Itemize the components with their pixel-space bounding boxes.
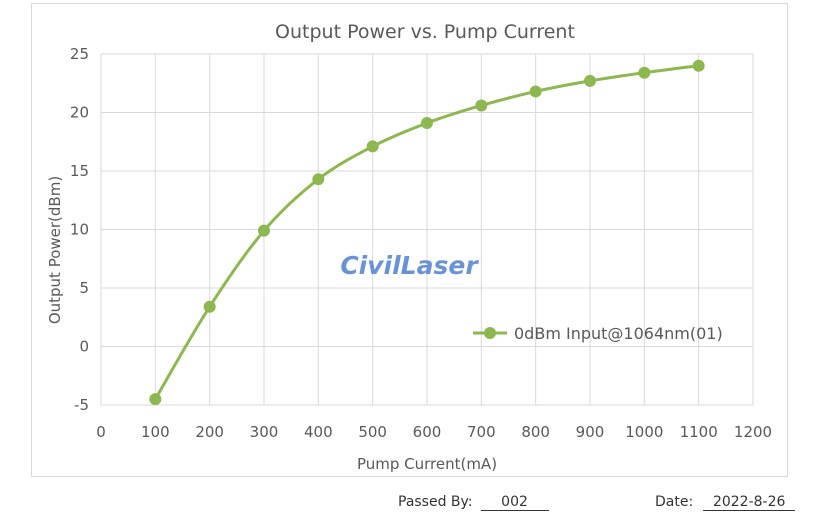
- x-axis-label: Pump Current(mA): [357, 455, 497, 473]
- x-tick-label: 100: [141, 423, 170, 441]
- series-line: [154, 64, 699, 400]
- y-tick-label: 5: [79, 279, 89, 297]
- line-chart: Output Power vs. Pump Current CivilLaser…: [46, 21, 772, 473]
- x-tick-label: 600: [413, 423, 442, 441]
- data-point: [312, 173, 325, 186]
- y-tick-label: 15: [70, 162, 89, 180]
- x-tick-label: 0: [96, 423, 106, 441]
- date-value: 2022-8-26: [703, 494, 796, 511]
- legend: 0dBm Input@1064nm(01): [473, 324, 723, 343]
- data-point: [203, 300, 216, 313]
- y-tick-label: 0: [79, 338, 89, 356]
- data-point: [421, 117, 433, 130]
- y-axis-label: Output Power(dBm): [46, 176, 64, 324]
- x-tick-label: 700: [467, 423, 496, 441]
- x-tick-label: 1100: [680, 423, 718, 441]
- gridlines: [100, 53, 754, 406]
- x-tick-label: 400: [304, 423, 333, 441]
- data-point: [475, 99, 488, 112]
- passed-by-value: 002: [480, 494, 549, 511]
- data-point: [692, 59, 705, 72]
- y-tick-label: 20: [70, 104, 89, 122]
- data-point: [529, 85, 542, 98]
- data-point: [149, 393, 162, 406]
- x-tick-label: 500: [358, 423, 387, 441]
- data-point: [258, 224, 270, 237]
- watermark-logo: CivilLaser: [340, 251, 479, 280]
- date-field: Date: 2022-8-26: [655, 494, 796, 511]
- x-tick-label: 300: [250, 423, 279, 441]
- passed-by: Passed By: 002: [398, 494, 549, 511]
- data-point: [584, 74, 596, 87]
- y-tick-label: 10: [70, 221, 89, 239]
- data-point: [638, 66, 651, 79]
- legend-label: 0dBm Input@1064nm(01): [514, 324, 723, 343]
- date-label: Date:: [655, 494, 694, 510]
- watermark-text: CivilLaser: [340, 251, 479, 280]
- x-tick-label: 1200: [734, 423, 772, 441]
- x-tick-label: 900: [576, 423, 605, 441]
- legend-marker: [484, 327, 496, 339]
- passed-by-label: Passed By:: [398, 494, 473, 510]
- x-tick-label: 800: [521, 423, 550, 441]
- series-layer: [149, 59, 705, 406]
- y-tick-label: 25: [70, 45, 89, 63]
- x-tick-label: 1000: [625, 423, 663, 441]
- chart-title: Output Power vs. Pump Current: [275, 21, 575, 43]
- axis-ticks: 0 100 200 300 400 500 600 700 800 900 1000 1100 1200…: [70, 45, 772, 441]
- x-tick-label: 200: [195, 423, 224, 441]
- y-tick-label: -5: [74, 396, 89, 414]
- data-point: [366, 140, 379, 153]
